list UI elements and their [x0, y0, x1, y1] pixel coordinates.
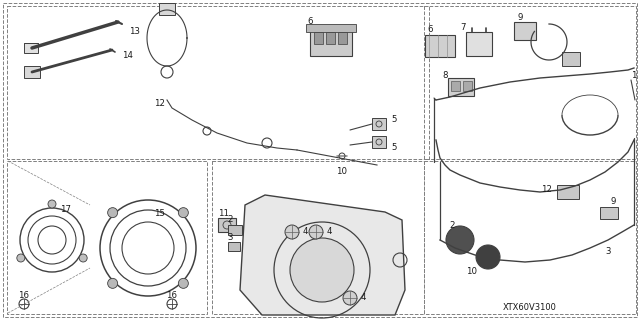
Text: 16: 16	[19, 291, 29, 300]
Text: 8: 8	[442, 70, 448, 79]
Bar	[218, 218, 236, 232]
Text: 9: 9	[611, 197, 616, 206]
Bar	[228, 242, 240, 251]
Bar	[451, 81, 460, 91]
Text: 6: 6	[307, 18, 313, 26]
Text: 15: 15	[154, 210, 166, 219]
Bar	[424, 6, 636, 159]
Circle shape	[108, 208, 118, 218]
Text: 16: 16	[166, 291, 177, 300]
Circle shape	[290, 238, 354, 302]
Text: 11: 11	[218, 209, 230, 218]
Bar	[562, 52, 580, 66]
Bar	[448, 78, 474, 96]
Text: 9: 9	[517, 12, 523, 21]
Text: 3: 3	[227, 234, 233, 242]
Bar	[425, 35, 455, 57]
Bar	[424, 161, 636, 314]
Text: 3: 3	[605, 248, 611, 256]
Bar	[466, 32, 492, 56]
Text: XTX60V3100: XTX60V3100	[503, 303, 557, 313]
Text: 13: 13	[129, 27, 141, 36]
Bar	[24, 66, 40, 78]
Text: 17: 17	[61, 205, 72, 214]
Text: 4: 4	[360, 293, 365, 302]
Bar	[557, 185, 579, 199]
Text: 10: 10	[467, 268, 477, 277]
Text: 2: 2	[227, 216, 233, 225]
Circle shape	[108, 278, 118, 288]
Bar	[228, 225, 242, 235]
Bar	[463, 81, 472, 91]
Text: 12: 12	[541, 186, 552, 195]
Circle shape	[79, 254, 87, 262]
Text: 12: 12	[154, 99, 166, 108]
Bar	[7, 6, 429, 159]
Circle shape	[309, 225, 323, 239]
Text: 14: 14	[122, 51, 134, 61]
Text: 7: 7	[460, 24, 466, 33]
Text: 10: 10	[337, 167, 348, 176]
Circle shape	[17, 254, 25, 262]
Circle shape	[446, 226, 474, 254]
Bar	[310, 28, 352, 56]
Text: 4: 4	[326, 227, 332, 236]
Circle shape	[285, 225, 299, 239]
PathPatch shape	[240, 195, 405, 315]
Text: 5: 5	[391, 115, 397, 124]
Text: 4: 4	[302, 227, 308, 236]
Bar	[306, 24, 356, 32]
Text: 6: 6	[428, 26, 433, 34]
Bar	[24, 43, 38, 53]
Bar	[7, 161, 207, 314]
Bar	[372, 118, 386, 130]
Bar	[514, 22, 536, 40]
Bar	[326, 32, 335, 44]
Text: 1: 1	[631, 71, 637, 80]
Circle shape	[179, 208, 188, 218]
Bar	[600, 207, 618, 219]
Circle shape	[476, 245, 500, 269]
Text: 2: 2	[449, 221, 455, 231]
Bar	[372, 136, 386, 148]
Bar	[314, 32, 323, 44]
Circle shape	[179, 278, 188, 288]
Bar	[338, 32, 347, 44]
Bar	[212, 161, 424, 314]
Circle shape	[48, 200, 56, 208]
Circle shape	[343, 291, 357, 305]
Bar	[159, 3, 175, 15]
Text: 5: 5	[391, 144, 397, 152]
